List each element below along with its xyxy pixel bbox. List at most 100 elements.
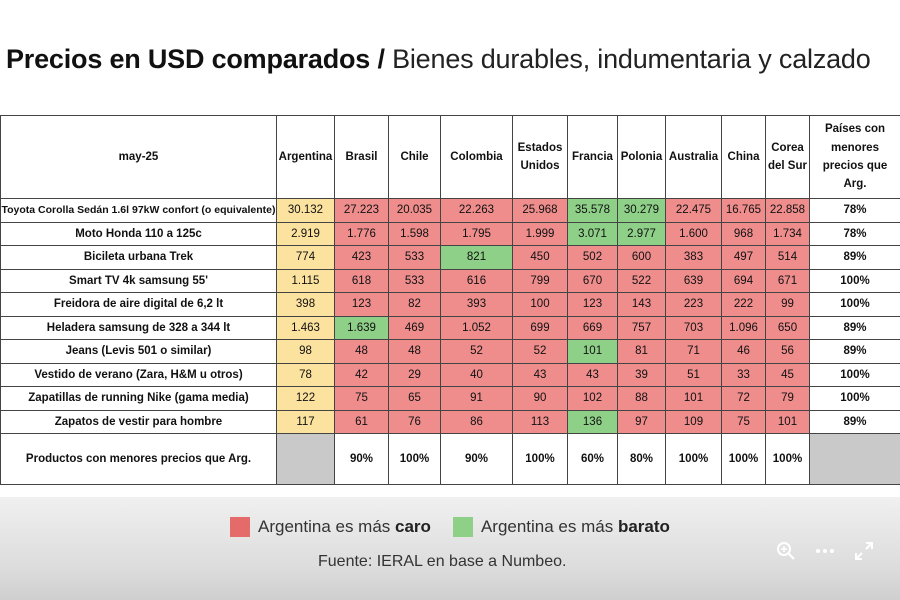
price-cell: 75 xyxy=(334,386,389,411)
price-cell: 2.919 xyxy=(276,221,335,246)
price-cell: 1.776 xyxy=(334,221,389,246)
more-icon[interactable] xyxy=(814,540,836,562)
price-cell: 25.968 xyxy=(512,198,568,223)
price-cell: 113 xyxy=(512,409,568,434)
percent-cell: 78% xyxy=(809,198,900,223)
percent-cell: 89% xyxy=(809,315,900,340)
price-cell: 670 xyxy=(567,268,618,293)
price-cell: 91 xyxy=(440,386,513,411)
col-header-last: Países con menores precios que Arg. xyxy=(809,115,900,199)
price-cell: 639 xyxy=(665,268,722,293)
summary-cell: 100% xyxy=(665,433,722,485)
price-cell: 102 xyxy=(567,386,618,411)
price-cell: 51 xyxy=(665,362,722,387)
price-cell: 1.052 xyxy=(440,315,513,340)
price-cell: 97 xyxy=(617,409,666,434)
percent-cell: 100% xyxy=(809,292,900,317)
price-cell: 43 xyxy=(567,362,618,387)
price-cell: 76 xyxy=(388,409,441,434)
table-row: Zapatillas de running Nike (gama media) 1… xyxy=(0,386,900,411)
price-cell: 450 xyxy=(512,245,568,270)
price-cell: 1.999 xyxy=(512,221,568,246)
price-cell: 533 xyxy=(388,268,441,293)
price-cell: 56 xyxy=(765,339,810,364)
price-cell: 616 xyxy=(440,268,513,293)
price-cell: 117 xyxy=(276,409,335,434)
legend: Argentina es más caro Argentina es más b… xyxy=(230,517,670,537)
price-cell: 81 xyxy=(617,339,666,364)
product-name: Zapatos de vestir para hombre xyxy=(0,409,277,434)
price-cell: 1.600 xyxy=(665,221,722,246)
price-cell: 27.223 xyxy=(334,198,389,223)
price-cell: 650 xyxy=(765,315,810,340)
price-cell: 90 xyxy=(512,386,568,411)
percent-cell: 78% xyxy=(809,221,900,246)
price-cell: 533 xyxy=(388,245,441,270)
price-cell: 502 xyxy=(567,245,618,270)
summary-last xyxy=(809,433,900,485)
title-separator: / xyxy=(377,44,385,74)
table-row: Smart TV 4k samsung 55' 1.115 618 533 616 799… xyxy=(0,268,900,293)
price-cell: 101 xyxy=(567,339,618,364)
price-cell: 222 xyxy=(721,292,766,317)
price-cell: 100 xyxy=(512,292,568,317)
source-note: Fuente: IERAL en base a Numbeo. xyxy=(318,553,567,570)
price-cell: 22.475 xyxy=(665,198,722,223)
price-cell: 98 xyxy=(276,339,335,364)
price-cell: 42 xyxy=(334,362,389,387)
col-header: Estados Unidos xyxy=(512,115,568,199)
product-name: Freidora de aire digital de 6,2 lt xyxy=(0,292,277,317)
price-cell: 968 xyxy=(721,221,766,246)
legend-green-text: Argentina es más barato xyxy=(481,517,670,537)
col-header: Argentina xyxy=(276,115,335,199)
col-header: Brasil xyxy=(334,115,389,199)
product-name: Heladera samsung de 328 a 344 lt xyxy=(0,315,277,340)
col-header: Polonia xyxy=(617,115,666,199)
col-header: Francia xyxy=(567,115,618,199)
price-cell: 143 xyxy=(617,292,666,317)
price-cell: 1.734 xyxy=(765,221,810,246)
percent-cell: 100% xyxy=(809,362,900,387)
summary-row: Productos con menores precios que Arg. 9… xyxy=(0,433,900,485)
legend-red-bold: caro xyxy=(395,517,431,536)
price-cell: 821 xyxy=(440,245,513,270)
price-cell: 71 xyxy=(665,339,722,364)
zoom-in-icon[interactable] xyxy=(775,540,797,562)
price-cell: 497 xyxy=(721,245,766,270)
legend-green-bold: barato xyxy=(617,517,670,536)
price-cell: 398 xyxy=(276,292,335,317)
table-row: Bicileta urbana Trek 774 423 533 821 450 502 60… xyxy=(0,245,900,270)
legend-red-prefix: Argentina es más xyxy=(258,517,396,536)
price-cell: 99 xyxy=(765,292,810,317)
product-name: Vestido de verano (Zara, H&M u otros) xyxy=(0,362,277,387)
price-cell: 52 xyxy=(512,339,568,364)
price-cell: 40 xyxy=(440,362,513,387)
product-name: Moto Honda 110 a 125c xyxy=(0,221,277,246)
price-cell: 109 xyxy=(665,409,722,434)
summary-cell: 100% xyxy=(765,433,810,485)
table-row: Jeans (Levis 501 o similar) 98 48 48 52 52 101… xyxy=(0,339,900,364)
price-cell: 2.977 xyxy=(617,221,666,246)
summary-cell: 60% xyxy=(567,433,618,485)
summary-cell: 80% xyxy=(617,433,666,485)
price-cell: 774 xyxy=(276,245,335,270)
price-cell: 72 xyxy=(721,386,766,411)
product-name: Smart TV 4k samsung 55' xyxy=(0,268,277,293)
price-cell: 48 xyxy=(334,339,389,364)
price-cell: 699 xyxy=(512,315,568,340)
legend-swatch-red xyxy=(230,517,250,537)
expand-icon[interactable] xyxy=(853,540,875,562)
col-header: Corea del Sur xyxy=(765,115,810,199)
price-cell: 223 xyxy=(665,292,722,317)
price-cell: 123 xyxy=(567,292,618,317)
table-row: Toyota Corolla Sedán 1.6l 97kW confort (… xyxy=(0,198,900,223)
price-cell: 522 xyxy=(617,268,666,293)
percent-cell: 89% xyxy=(809,409,900,434)
price-cell: 22.263 xyxy=(440,198,513,223)
price-cell: 1.115 xyxy=(276,268,335,293)
price-cell: 75 xyxy=(721,409,766,434)
price-cell: 29 xyxy=(388,362,441,387)
table-row: Moto Honda 110 a 125c 2.919 1.776 1.598 1.79… xyxy=(0,221,900,246)
price-cell: 43 xyxy=(512,362,568,387)
price-cell: 45 xyxy=(765,362,810,387)
